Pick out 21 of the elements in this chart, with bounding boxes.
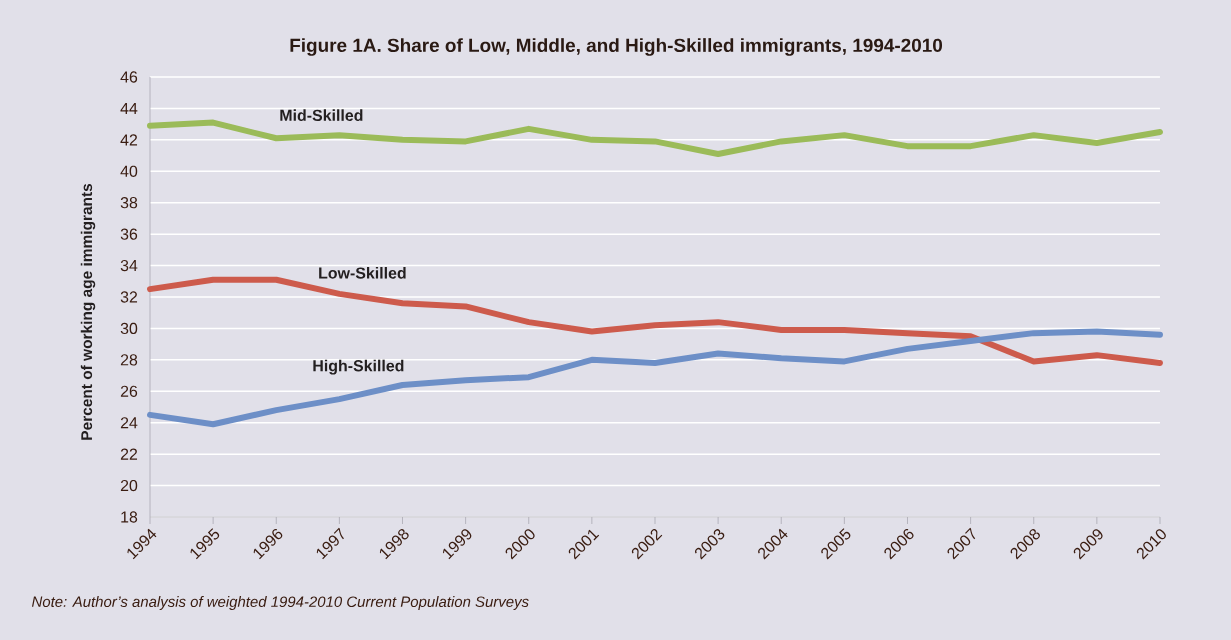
y-axis-title: Percent of working age immigrants [80, 183, 96, 440]
y-tick-label: 24 [120, 417, 138, 429]
y-tick-label: 34 [120, 259, 138, 272]
y-tick-label: 22 [120, 448, 138, 460]
series-label: Low-Skilled [319, 267, 406, 279]
y-tick-label: 44 [120, 102, 138, 114]
y-tick-label: 38 [120, 197, 138, 209]
series-label: High-Skilled [313, 359, 404, 375]
chart-title: Figure 1A. Share of Low, Middle, and High-Skilled immigrants, 1994-2010 [290, 38, 943, 56]
y-tick-label: 40 [120, 165, 138, 177]
y-tick-label: 28 [120, 354, 138, 366]
series-label: Mid-Skilled [280, 109, 363, 121]
y-tick-label: 36 [120, 228, 138, 240]
y-tick-label: 30 [120, 322, 138, 335]
y-tick-label: 18 [121, 511, 138, 523]
text: Note: Author’s analysis of weighted 1994-2010 Current Population Surveys [31, 596, 529, 610]
y-tick-label: 42 [120, 134, 138, 146]
y-tick-label: 46 [120, 71, 138, 83]
y-tick-label: 32 [120, 291, 138, 303]
y-tick-label: 26 [120, 385, 138, 397]
y-tick-label: 20 [120, 479, 138, 492]
